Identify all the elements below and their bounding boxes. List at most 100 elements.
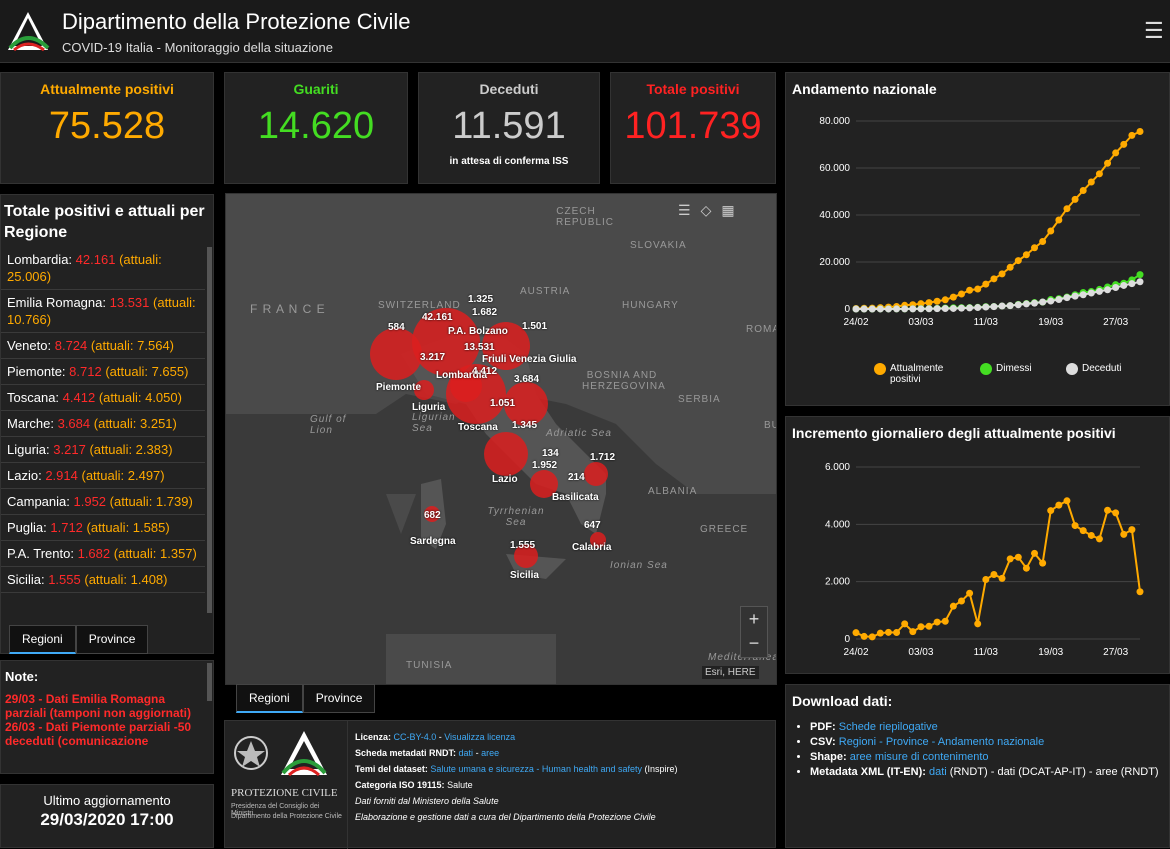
data-point[interactable]: [1071, 292, 1079, 300]
data-point[interactable]: [1047, 507, 1055, 515]
data-point[interactable]: [1039, 238, 1047, 246]
region-item[interactable]: Lombardia: 42.161 (attuali: 25.006): [1, 247, 205, 290]
data-point[interactable]: [860, 305, 868, 313]
map-bubble[interactable]: [450, 370, 482, 402]
data-point[interactable]: [1055, 501, 1063, 509]
data-point[interactable]: [1128, 280, 1136, 288]
data-point[interactable]: [933, 618, 941, 626]
rndt-aree-link[interactable]: aree: [481, 748, 500, 758]
region-item[interactable]: Liguria: 3.217 (attuali: 2.383): [1, 437, 205, 463]
data-point[interactable]: [957, 290, 965, 298]
data-point[interactable]: [1104, 286, 1112, 294]
legend-item[interactable]: Attualmente positivi: [874, 363, 964, 385]
data-point[interactable]: [1128, 526, 1136, 534]
data-point[interactable]: [966, 286, 974, 294]
data-point[interactable]: [949, 602, 957, 610]
data-point[interactable]: [990, 303, 998, 311]
region-item[interactable]: P.A. Trento: 1.682 (attuali: 1.357): [1, 541, 205, 567]
data-point[interactable]: [1136, 588, 1144, 596]
data-point[interactable]: [1095, 170, 1103, 178]
data-point[interactable]: [1022, 251, 1030, 259]
region-item[interactable]: Toscana: 4.412 (attuali: 4.050): [1, 385, 205, 411]
data-point[interactable]: [1087, 178, 1095, 186]
zoom-out-icon[interactable]: −: [748, 633, 760, 653]
data-point[interactable]: [982, 280, 990, 288]
map-bubble[interactable]: [590, 532, 606, 548]
map-bubble[interactable]: [530, 470, 558, 498]
tab-map-regioni[interactable]: Regioni: [236, 684, 303, 713]
data-point[interactable]: [1006, 555, 1014, 563]
data-point[interactable]: [1022, 300, 1030, 308]
data-point[interactable]: [990, 571, 998, 579]
data-point[interactable]: [868, 305, 876, 313]
data-point[interactable]: [966, 304, 974, 312]
map-bubble[interactable]: [514, 544, 538, 568]
data-point[interactable]: [852, 629, 860, 637]
data-point[interactable]: [901, 620, 909, 628]
data-point[interactable]: [998, 574, 1006, 582]
data-point[interactable]: [893, 628, 901, 636]
data-point[interactable]: [1047, 297, 1055, 305]
data-point[interactable]: [925, 305, 933, 313]
data-point[interactable]: [933, 305, 941, 313]
data-point[interactable]: [1112, 509, 1120, 517]
data-point[interactable]: [1104, 506, 1112, 514]
data-point[interactable]: [1031, 244, 1039, 252]
data-point[interactable]: [1087, 531, 1095, 539]
data-point[interactable]: [1014, 301, 1022, 309]
tab-regioni[interactable]: Regioni: [9, 625, 76, 654]
data-point[interactable]: [1031, 549, 1039, 557]
data-point[interactable]: [1055, 216, 1063, 224]
data-point[interactable]: [925, 299, 933, 307]
data-point[interactable]: [933, 297, 941, 305]
region-list[interactable]: Lombardia: 42.161 (attuali: 25.006) Emili…: [1, 247, 205, 619]
data-point[interactable]: [974, 285, 982, 293]
data-point[interactable]: [1063, 205, 1071, 213]
licenza-view-link[interactable]: Visualizza licenza: [444, 732, 516, 742]
data-point[interactable]: [1104, 159, 1112, 167]
data-point[interactable]: [949, 304, 957, 312]
data-point[interactable]: [974, 304, 982, 312]
data-point[interactable]: [941, 305, 949, 313]
data-point[interactable]: [1006, 302, 1014, 310]
download-link[interactable]: Regioni - Province - Andamento nazionale: [838, 736, 1045, 748]
tab-map-province[interactable]: Province: [302, 684, 376, 713]
data-point[interactable]: [974, 620, 982, 628]
layers-icon[interactable]: ◇: [700, 202, 712, 218]
data-point[interactable]: [1120, 140, 1128, 148]
data-point[interactable]: [1022, 564, 1030, 572]
tab-province[interactable]: Province: [75, 625, 149, 654]
data-point[interactable]: [917, 300, 925, 308]
data-point[interactable]: [1031, 299, 1039, 307]
data-point[interactable]: [1014, 257, 1022, 265]
data-point[interactable]: [966, 589, 974, 597]
map-bubble[interactable]: [482, 322, 530, 370]
data-point[interactable]: [909, 628, 917, 636]
data-point[interactable]: [876, 305, 884, 313]
data-point[interactable]: [1071, 522, 1079, 530]
data-point[interactable]: [1063, 497, 1071, 505]
temi-link[interactable]: Salute umana e sicurezza - Human health …: [430, 764, 642, 774]
map-view[interactable]: 584 42.161 1.325 1.682 P.A. Bolzano 1.501 13.5…: [225, 193, 777, 685]
data-point[interactable]: [957, 304, 965, 312]
region-item[interactable]: Sicilia: 1.555 (attuali: 1.408): [1, 567, 205, 593]
data-point[interactable]: [1063, 294, 1071, 302]
legend-item[interactable]: Deceduti: [1066, 363, 1146, 385]
region-item[interactable]: Campania: 1.952 (attuali: 1.739): [1, 489, 205, 515]
data-point[interactable]: [860, 632, 868, 640]
data-point[interactable]: [876, 629, 884, 637]
data-point[interactable]: [1079, 187, 1087, 195]
data-point[interactable]: [852, 305, 860, 313]
region-item[interactable]: Veneto: 8.724 (attuali: 7.564): [1, 333, 205, 359]
data-point[interactable]: [1071, 195, 1079, 203]
data-point[interactable]: [1039, 298, 1047, 306]
data-point[interactable]: [1095, 535, 1103, 543]
data-point[interactable]: [1047, 227, 1055, 235]
region-item[interactable]: Piemonte: 8.712 (attuali: 7.655): [1, 359, 205, 385]
map-bubble[interactable]: [584, 462, 608, 486]
notes-scrollbar[interactable]: [207, 663, 212, 701]
region-item[interactable]: Puglia: 1.712 (attuali: 1.585): [1, 515, 205, 541]
region-item[interactable]: Emilia Romagna: 13.531 (attuali: 10.766): [1, 290, 205, 333]
data-point[interactable]: [893, 305, 901, 313]
legend-item[interactable]: Dimessi: [980, 363, 1050, 385]
